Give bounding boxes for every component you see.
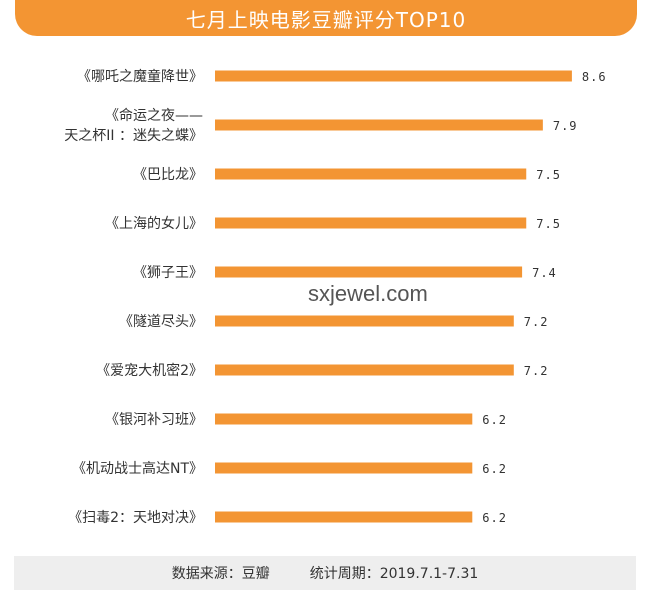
value-label-8: 6.2 xyxy=(482,462,507,476)
value-label-6: 7.2 xyxy=(524,364,549,378)
category-label-8: 《机动战士高达NT》 xyxy=(72,460,203,477)
bar-2 xyxy=(215,168,527,180)
bar-9 xyxy=(215,511,473,523)
value-label-5: 7.2 xyxy=(524,315,549,329)
value-label-3: 7.5 xyxy=(536,217,561,231)
bar-4 xyxy=(215,266,523,278)
bar-8 xyxy=(215,462,473,474)
category-label-2: 《巴比龙》 xyxy=(133,167,203,183)
bar-1 xyxy=(215,119,543,131)
chart-title: 七月上映电影豆瓣评分TOP10 xyxy=(15,0,637,36)
bar-6 xyxy=(215,364,514,376)
watermark-text: sxjewel.com xyxy=(308,281,428,306)
category-label-7: 《银河补习班》 xyxy=(105,412,203,428)
bar-7 xyxy=(215,413,473,425)
category-label-5: 《隧道尽头》 xyxy=(119,314,203,330)
data-source-text: 数据来源：豆瓣 xyxy=(171,566,270,582)
bar-chart: 《哪吒之魔童降世》 8.6 《命运之夜—— 天之杯II ：迷失之蝶》 7.9 《巴比龙》 7… xyxy=(64,68,607,526)
bar-0 xyxy=(215,70,572,82)
value-label-4: 7.4 xyxy=(532,266,557,280)
category-label-1-line-0: 《命运之夜—— xyxy=(105,107,203,124)
bar-5 xyxy=(215,315,514,327)
category-label-3: 《上海的女儿》 xyxy=(105,215,203,232)
footer: 数据来源：豆瓣 统计周期：2019.7.1-7.31 xyxy=(14,556,636,590)
category-label-4: 《狮子王》 xyxy=(133,265,203,281)
bar-3 xyxy=(215,217,527,229)
period-text: 统计周期：2019.7.1-7.31 xyxy=(309,566,479,582)
value-label-1: 7.9 xyxy=(553,119,578,133)
category-label-0: 《哪吒之魔童降世》 xyxy=(77,68,203,85)
category-label-1-line-1: 天之杯II ：迷失之蝶》 xyxy=(64,128,203,144)
category-label-9: 《扫毒2：天地对决》 xyxy=(68,510,203,526)
value-label-0: 8.6 xyxy=(582,70,607,84)
value-label-2: 7.5 xyxy=(536,168,561,182)
category-label-6: 《爱宠大机密2》 xyxy=(96,362,203,379)
value-label-9: 6.2 xyxy=(482,511,507,525)
value-label-7: 6.2 xyxy=(482,413,507,427)
